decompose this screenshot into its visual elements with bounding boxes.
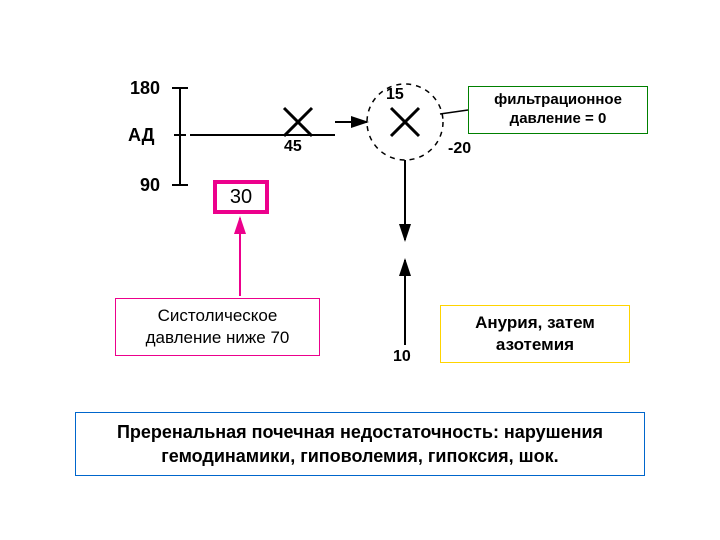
box-pressure-30: 30 <box>213 180 269 214</box>
label-minus20: -20 <box>448 140 471 158</box>
box-summary: Преренальная почечная недостаточность: н… <box>75 412 645 476</box>
box-filtration: фильтрационное давление = 0 <box>468 86 648 134</box>
box-systolic-text: Систолическое давление ниже 70 <box>146 305 290 349</box>
box-anuria-text: Анурия, затем азотемия <box>475 312 595 356</box>
box-systolic: Систолическое давление ниже 70 <box>115 298 320 356</box>
label-180: 180 <box>130 78 160 99</box>
filtration-connector <box>440 110 468 114</box>
box-anuria: Анурия, затем азотемия <box>440 305 630 363</box>
box-pressure-30-text: 30 <box>230 186 252 209</box>
diagram-stage: 180 АД 90 45 15 -20 10 30 фильтрационное… <box>0 0 720 540</box>
label-45: 45 <box>284 138 302 156</box>
label-10: 10 <box>393 348 411 366</box>
cross-inside-circle <box>391 108 419 136</box>
box-filtration-text: фильтрационное давление = 0 <box>494 91 622 129</box>
label-15: 15 <box>386 86 404 104</box>
label-ad: АД <box>128 125 155 146</box>
box-summary-text: Преренальная почечная недостаточность: н… <box>117 420 603 469</box>
cross-over-line <box>284 108 312 136</box>
label-90: 90 <box>140 175 160 196</box>
